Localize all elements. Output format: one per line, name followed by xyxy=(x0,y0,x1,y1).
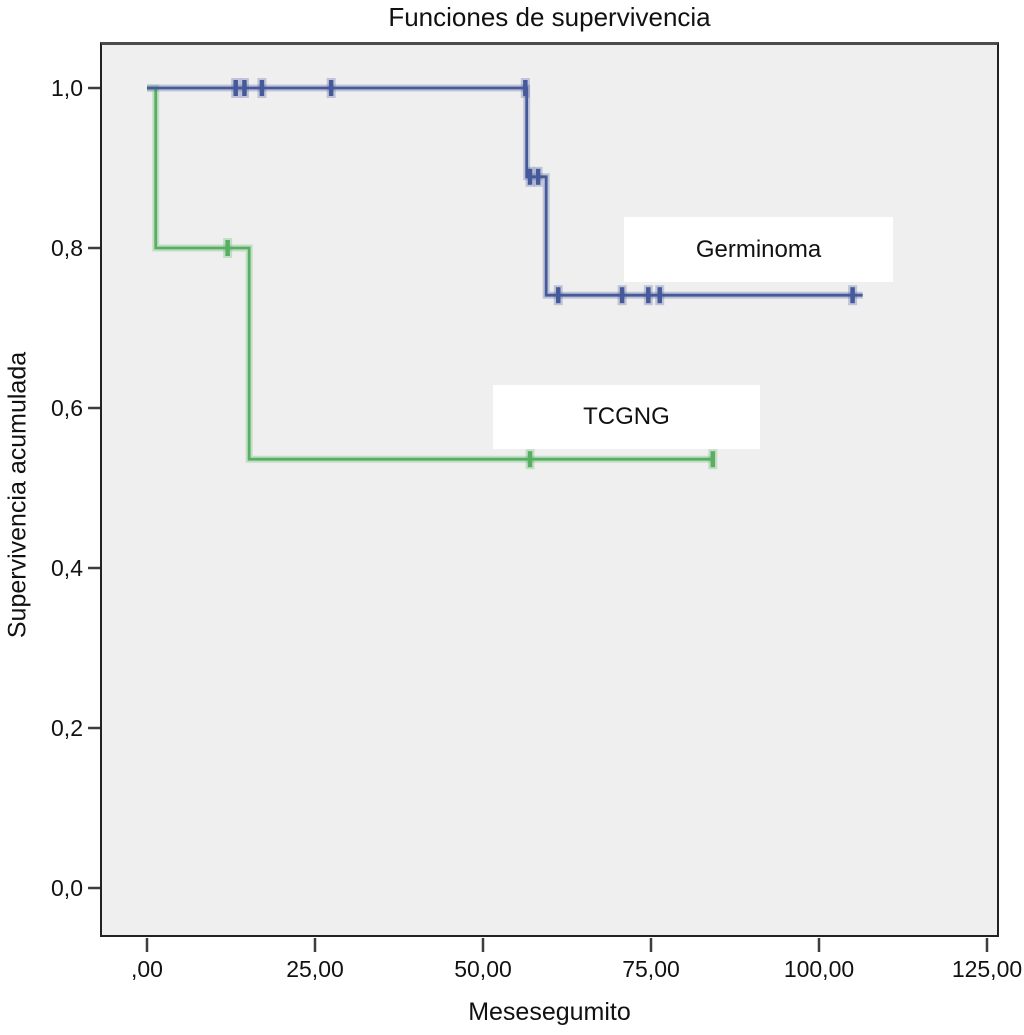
x-tick-label: 75,00 xyxy=(622,956,680,982)
y-tick-label: 0,6 xyxy=(51,395,83,421)
y-tick-label: 0,0 xyxy=(51,875,83,901)
chart-title: Funciones de supervivencia xyxy=(388,2,711,32)
x-tick-label: 100,00 xyxy=(784,956,854,982)
x-tick-label: 125,00 xyxy=(952,956,1022,982)
x-tick-label: 25,00 xyxy=(286,956,344,982)
y-tick-label: 0,4 xyxy=(51,555,83,581)
y-tick-label: 1,0 xyxy=(51,75,83,101)
y-tick-label: 0,8 xyxy=(51,235,83,261)
series-label-box-germinoma: Germinoma xyxy=(624,216,893,283)
x-tick-label: 50,00 xyxy=(454,956,512,982)
series-label-box-tcgng: TCGNG xyxy=(493,384,760,449)
series-label-tcgng: TCGNG xyxy=(583,402,670,430)
series-label-germinoma: Germinoma xyxy=(695,235,822,263)
y-tick-label: 0,2 xyxy=(51,715,83,741)
plot-area xyxy=(100,42,999,937)
x-tick-label: ,00 xyxy=(131,956,163,982)
x-axis-label: Mesesegumito xyxy=(468,998,631,1026)
